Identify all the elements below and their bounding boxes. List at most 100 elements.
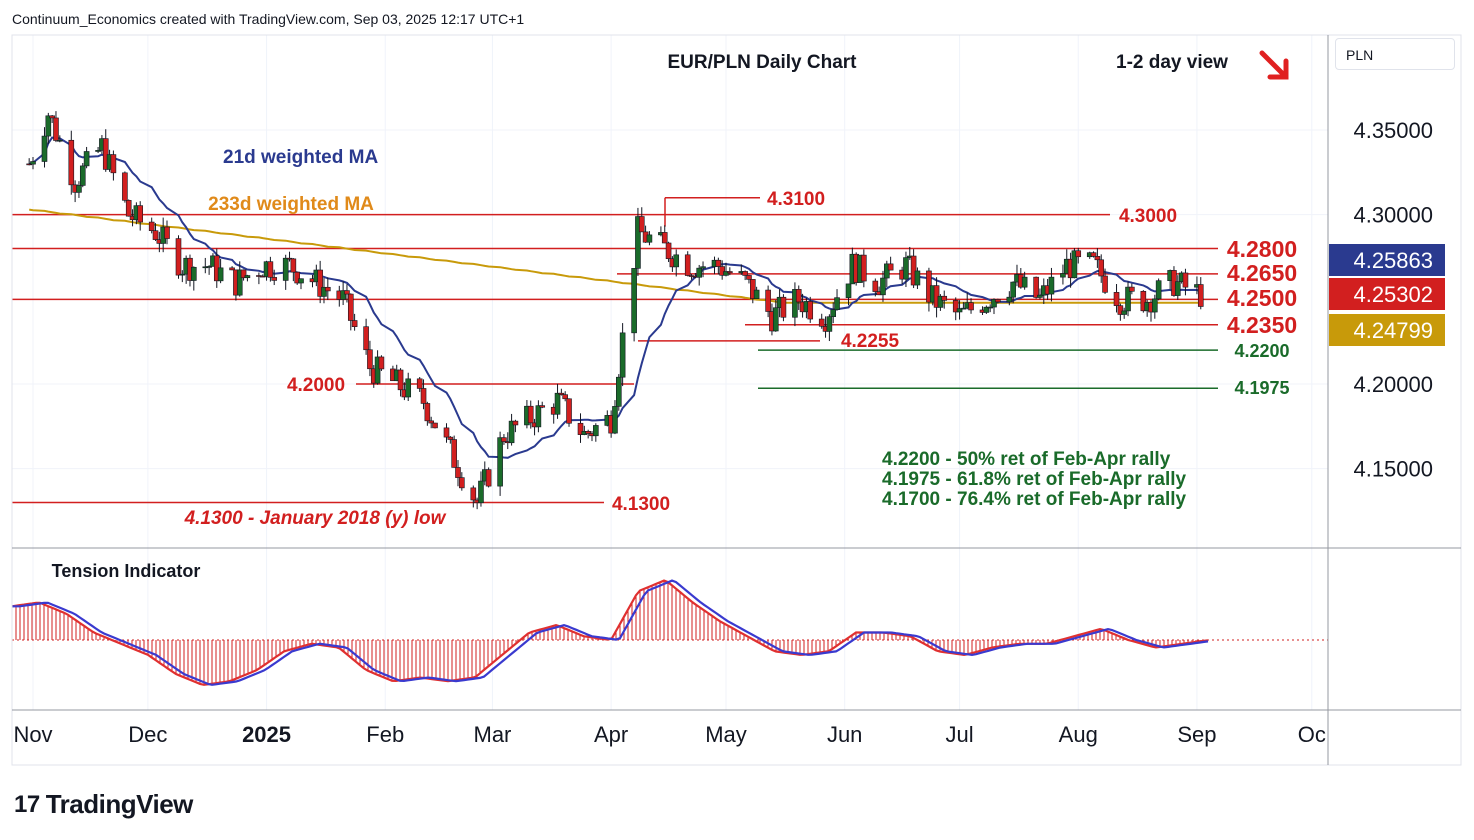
- price-badge-label: 4.25863: [1353, 248, 1433, 273]
- candle-body: [577, 422, 584, 435]
- annotation-text: 4.1700 - 76.4% ret of Feb-Apr rally: [882, 489, 1187, 510]
- candle-body: [206, 266, 212, 268]
- price-badge-label: 4.24799: [1353, 318, 1433, 343]
- candle-body: [968, 302, 974, 311]
- candle-body: [593, 425, 599, 437]
- axes: 4.35000 4.30000 4.20000 4.15000 Nov Dec 2025 Fe…: [11, 34, 1462, 766]
- tension-indicator: [11, 579, 1328, 686]
- candle-body: [665, 242, 672, 260]
- candle-body: [1140, 290, 1147, 312]
- candle-body: [152, 230, 159, 240]
- x-tick-label: Jul: [945, 722, 973, 747]
- candle-body: [700, 266, 706, 269]
- price-badge: [1329, 278, 1445, 310]
- candle-body: [615, 376, 622, 407]
- candle-body: [447, 436, 454, 440]
- candle-body: [991, 299, 997, 308]
- candle-body: [995, 299, 1001, 303]
- level-label: 4.2500: [1227, 285, 1297, 311]
- candle-body: [424, 403, 431, 422]
- arrow-shaft: [1259, 50, 1287, 78]
- candle-body: [271, 277, 278, 281]
- candle-body: [937, 295, 944, 308]
- candle-body: [397, 369, 404, 391]
- level-label: 4.3100: [767, 189, 825, 210]
- candle-body: [834, 297, 840, 310]
- x-tick-label: Dec: [128, 722, 167, 747]
- candle-body: [137, 205, 144, 223]
- candle-body: [76, 185, 82, 193]
- x-tick-label: Sep: [1177, 722, 1216, 747]
- candle-body: [1075, 250, 1082, 258]
- candle-body: [374, 356, 381, 384]
- candle-body: [110, 154, 117, 174]
- candle-body: [818, 318, 825, 327]
- candle-body: [727, 271, 733, 274]
- candle-body: [585, 431, 591, 434]
- annotation-text: 4.1300 - January 2018 (y) low: [184, 508, 447, 529]
- currency-selector[interactable]: PLN: [1335, 38, 1455, 70]
- level-label: 4.2000: [287, 375, 345, 396]
- candle-body: [57, 139, 63, 142]
- x-tick-label: May: [705, 722, 747, 747]
- candle-body: [325, 286, 331, 292]
- level-label: 4.1300: [612, 494, 670, 515]
- tension-title: Tension Indicator: [52, 561, 201, 581]
- candle-body: [830, 309, 837, 317]
- candle-body: [148, 221, 155, 231]
- candle-body: [229, 267, 235, 271]
- candle-body: [750, 279, 756, 299]
- candle-body: [1121, 310, 1127, 315]
- x-tick-label: Mar: [474, 722, 512, 747]
- candle-body: [1174, 281, 1181, 296]
- candle-body: [459, 477, 465, 489]
- candle-body: [566, 398, 572, 424]
- candle-body: [1048, 276, 1055, 295]
- red-down-right-arrow-icon: [1259, 50, 1289, 80]
- candle-body: [41, 135, 48, 162]
- candle-body: [646, 234, 653, 243]
- tv-logo-icon: 17: [14, 790, 40, 818]
- tradingview-brand: TradingView: [45, 789, 194, 819]
- candle-body: [903, 257, 909, 280]
- candle-body: [558, 392, 565, 395]
- candle-body: [443, 427, 450, 438]
- annotation-text: 4.2200 - 50% ret of Feb-Apr rally: [882, 449, 1171, 470]
- y-tick-label: 4.15000: [1353, 457, 1433, 482]
- candle-body: [478, 480, 484, 504]
- y-tick-label: 4.30000: [1353, 203, 1433, 228]
- arrow-head: [1267, 58, 1289, 80]
- x-tick-label: Oc: [1298, 722, 1326, 747]
- candle-body: [612, 406, 618, 434]
- candle-body: [240, 269, 247, 279]
- candle-body: [298, 278, 304, 284]
- candle-body: [807, 301, 814, 320]
- candles: [26, 111, 1204, 510]
- candle-body: [317, 269, 323, 297]
- candle-body: [79, 165, 86, 186]
- candle-body: [826, 316, 833, 332]
- candle-body: [68, 139, 75, 186]
- candle-body: [1090, 252, 1097, 257]
- candle-body: [1094, 256, 1101, 261]
- candle-body: [1021, 276, 1028, 288]
- candle-body: [753, 289, 760, 299]
- level-label: 4.2200: [1234, 341, 1289, 361]
- tension-slow-line: [12, 579, 1209, 686]
- candle-body: [539, 405, 546, 408]
- candle-body: [696, 267, 702, 278]
- candle-body: [497, 437, 503, 487]
- candle-body: [872, 280, 879, 292]
- candle-body: [420, 388, 427, 404]
- candle-body: [244, 275, 251, 279]
- candle-body: [340, 290, 346, 300]
- tradingview-logo[interactable]: 17 TradingView: [14, 789, 193, 820]
- chart-title: EUR/PLN Daily Chart: [668, 52, 858, 73]
- x-tick-label: Aug: [1059, 722, 1098, 747]
- candle-body: [1113, 292, 1120, 306]
- candle-body: [344, 290, 350, 295]
- candle-body: [884, 263, 890, 279]
- candle-body: [321, 286, 327, 297]
